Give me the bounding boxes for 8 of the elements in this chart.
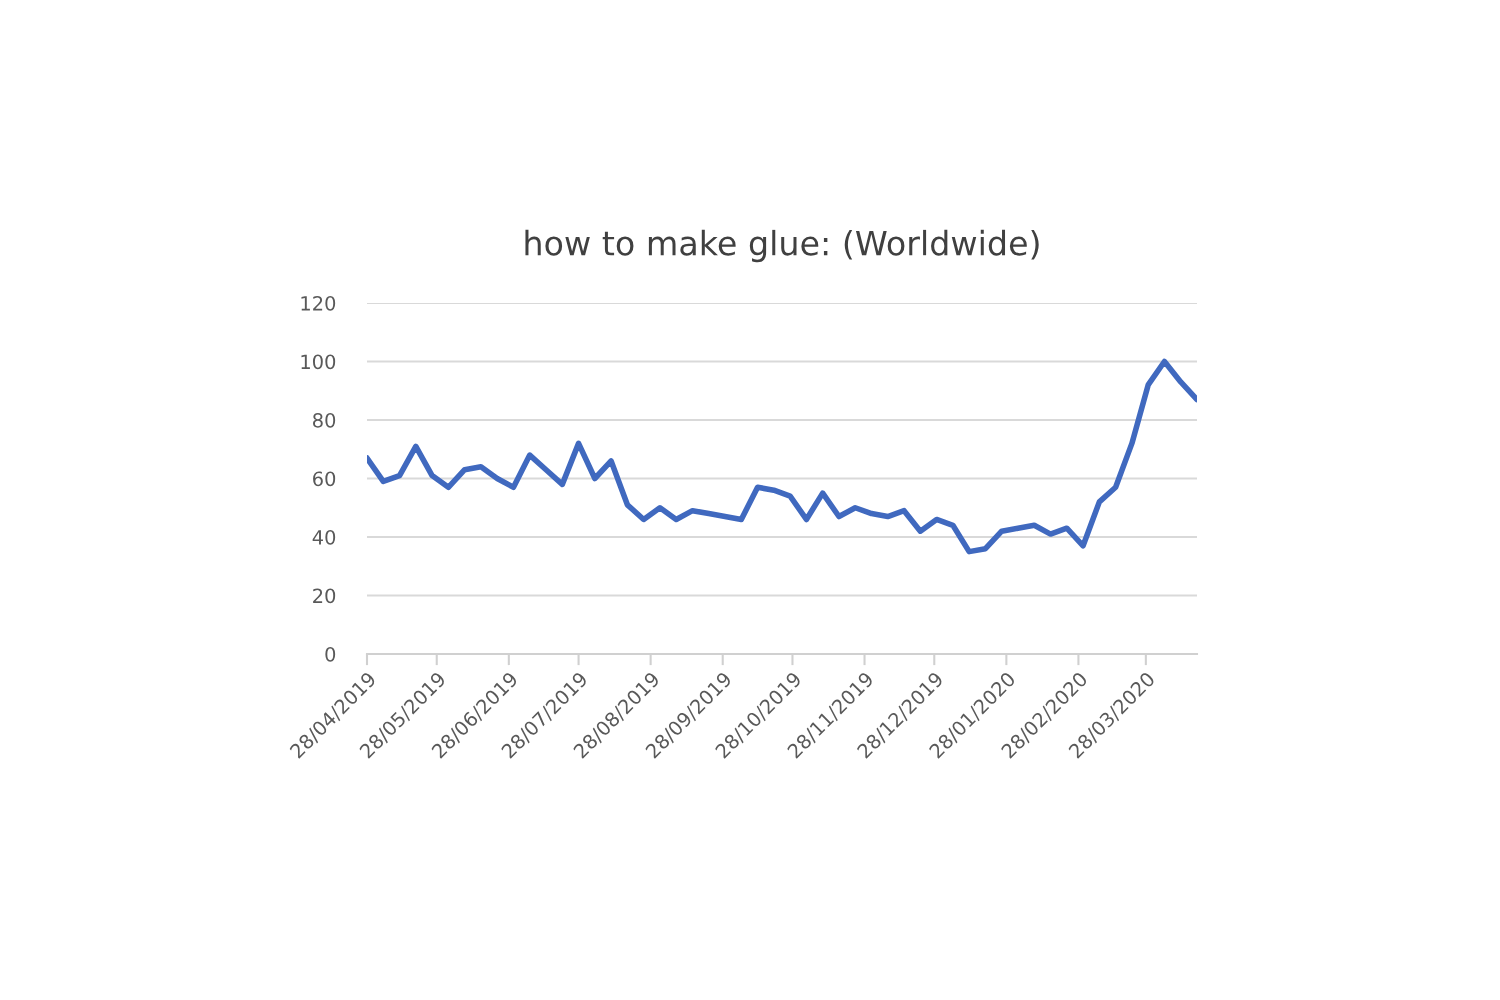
y-tick-label: 80 (313, 412, 336, 428)
y-tick-label: 100 (301, 354, 336, 370)
y-tick-label: 20 (313, 588, 336, 604)
y-tick-label: 0 (325, 646, 336, 662)
y-tick-label: 120 (301, 295, 336, 311)
chart-title: how to make glue: (Worldwide) (525, 229, 1039, 263)
y-tick-label: 60 (313, 471, 336, 487)
y-tick-label: 40 (312, 529, 336, 545)
